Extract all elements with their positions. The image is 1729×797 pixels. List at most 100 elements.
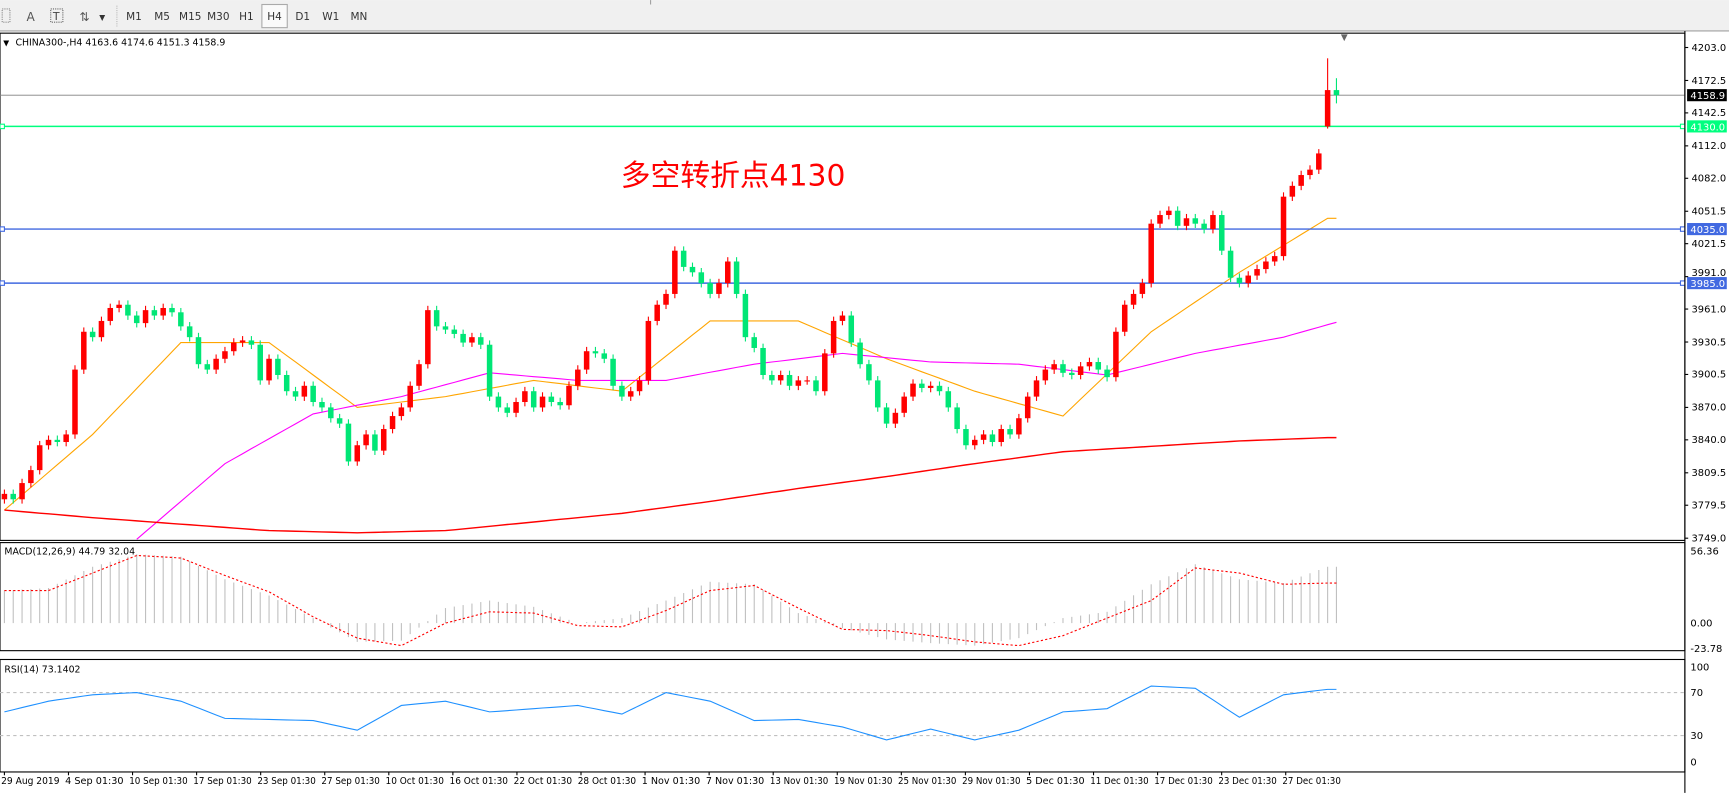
- time-tick-label: 19 Nov 01:30: [834, 776, 892, 787]
- timeframe-label: H1: [239, 11, 254, 23]
- timeframe-button-m30[interactable]: M30: [207, 11, 229, 23]
- rsi-line: [4, 685, 1337, 741]
- candle-body: [601, 353, 608, 359]
- time-tick-label: 22 Oct 01:30: [514, 776, 572, 787]
- price-label-bg: [1687, 277, 1727, 290]
- text-label-icon[interactable]: T: [50, 8, 64, 23]
- timeframe-button-d1[interactable]: D1: [295, 11, 310, 23]
- time-tick-label: 5 Dec 01:30: [1026, 776, 1084, 787]
- time-tick-label: 27 Dec 01:30: [1282, 776, 1340, 787]
- level-handle-right[interactable]: [1679, 226, 1686, 232]
- candle-body: [919, 383, 925, 388]
- candle-body: [813, 380, 819, 392]
- candle-body: [407, 385, 413, 408]
- candle-body: [504, 407, 510, 413]
- timeframe-button-m5[interactable]: M5: [154, 11, 170, 23]
- price-axis: 4158.9 4130.0 4035.0 3985.0 4203.0 4172.5 4142…: [1684, 43, 1727, 545]
- candle: [257, 340, 263, 385]
- candle-body: [513, 402, 519, 413]
- time-tick-label: 4 Sep 01:30: [65, 776, 123, 787]
- level-handle-left[interactable]: [0, 280, 5, 286]
- time-axis: 29 Aug 2019 4 Sep 01:30 10 Sep 01:30 17 Sep…: [1, 771, 1341, 787]
- candle: [777, 370, 784, 385]
- grid-f-icon[interactable]: [1, 8, 11, 23]
- candle-body: [239, 340, 246, 343]
- candle: [213, 354, 219, 374]
- candle: [733, 257, 740, 299]
- candle-body: [389, 416, 396, 430]
- candle: [195, 332, 202, 369]
- moving-average-line: [4, 436, 1337, 534]
- candle: [892, 408, 899, 428]
- level-handle-left[interactable]: [0, 123, 5, 130]
- price-tick-label: 4112.0: [1692, 141, 1727, 152]
- time-tick-label: 10 Oct 01:30: [385, 776, 443, 787]
- price-tick-label: 3809.5: [1692, 468, 1727, 479]
- candle-body: [1, 493, 8, 500]
- candle-body: [892, 412, 899, 424]
- candle-body: [592, 351, 599, 354]
- candle: [1201, 219, 1207, 234]
- candle-body: [1298, 175, 1304, 186]
- timeframe-button-m1[interactable]: M1: [126, 11, 142, 23]
- candle-body: [1139, 283, 1146, 294]
- time-tick-label: 23 Sep 01:30: [257, 776, 315, 787]
- candle-body: [1183, 218, 1190, 226]
- candle: [1095, 357, 1102, 374]
- price-panel[interactable]: CHINA300-,H4 4163.6 4174.6 4151.3 4158.9…: [0, 32, 1686, 541]
- candle-body: [107, 307, 114, 321]
- candle: [178, 307, 184, 331]
- timeframe-label: M15: [179, 11, 201, 23]
- candle: [1077, 362, 1084, 380]
- level-handle-left[interactable]: [0, 226, 5, 232]
- candle: [645, 316, 652, 385]
- header-triangle-icon[interactable]: ▼: [3, 38, 9, 47]
- timeframe-button-mn[interactable]: MN: [350, 11, 367, 23]
- candle-body: [1210, 215, 1216, 230]
- candle: [160, 303, 166, 320]
- candle-body: [707, 283, 713, 294]
- candle: [575, 365, 581, 391]
- candle-body: [672, 250, 678, 294]
- candle: [151, 305, 158, 320]
- text-icon[interactable]: A: [26, 10, 35, 24]
- price-tick-label: 3930.5: [1692, 337, 1727, 348]
- candle: [336, 413, 343, 428]
- candle: [910, 379, 916, 401]
- candle-body: [725, 261, 731, 284]
- candle: [883, 403, 890, 428]
- candle: [442, 322, 449, 334]
- level-handle-right[interactable]: [1679, 280, 1686, 286]
- timeframe-button-m15[interactable]: M15: [179, 11, 201, 23]
- candle-body: [1166, 210, 1172, 216]
- dropdown-icon[interactable]: ▼: [99, 13, 105, 22]
- candle: [1024, 392, 1031, 423]
- candle: [963, 424, 969, 450]
- level-handle-right[interactable]: [1679, 123, 1686, 130]
- timeframe-button-h4[interactable]: H4: [261, 3, 288, 29]
- candle: [680, 246, 687, 272]
- time-tick-label: 16 Oct 01:30: [450, 776, 508, 787]
- candle-body: [1219, 215, 1225, 251]
- candle: [654, 300, 660, 326]
- candle-body: [1024, 396, 1031, 419]
- timeframe-label: M30: [207, 11, 229, 23]
- moving-average-line: [136, 321, 1337, 540]
- timeframe-button-w1[interactable]: W1: [322, 11, 339, 23]
- timeframe-button-h1[interactable]: H1: [239, 11, 254, 23]
- candle-body: [733, 261, 740, 294]
- candle: [1166, 206, 1172, 220]
- candle-body: [522, 391, 528, 403]
- candle: [231, 338, 237, 356]
- candle: [204, 359, 211, 374]
- candle: [1042, 365, 1049, 385]
- price-tick-label: 3749.0: [1692, 534, 1727, 545]
- candle: [275, 354, 281, 380]
- timeframe-label: D1: [295, 11, 310, 23]
- shift-marker-icon[interactable]: ▼: [1341, 33, 1348, 43]
- candle: [186, 322, 193, 342]
- candle: [672, 246, 678, 299]
- candle: [283, 370, 290, 396]
- candle-body: [1263, 261, 1269, 270]
- arrows-icon[interactable]: ⇅: [79, 10, 89, 24]
